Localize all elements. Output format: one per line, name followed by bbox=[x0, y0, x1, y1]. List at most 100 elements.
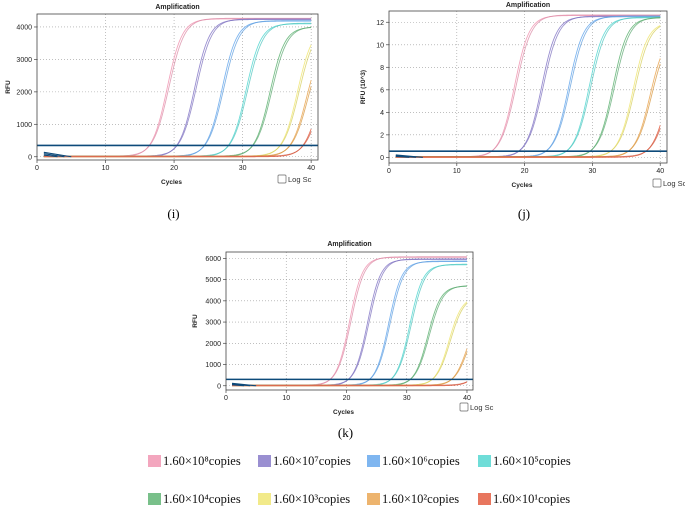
legend-label: 1.60×10²copies bbox=[382, 492, 459, 506]
curve-5 bbox=[232, 285, 468, 387]
chart-panel-1: 0 10 20 30 40 0 1000 2000 3000 4000 Amplification C… bbox=[5, 4, 319, 221]
legend-item: 1.60×10⁶copies bbox=[367, 454, 460, 468]
x-tick-label: 30 bbox=[239, 165, 247, 172]
x-tick-label: 20 bbox=[343, 395, 351, 402]
curve-8-replicate bbox=[395, 128, 661, 158]
chart-panel-3: 0 10 20 30 40 0 1000 2000 3000 4000 5000 6000 Amplif… bbox=[192, 241, 494, 440]
log-scale-checkbox[interactable] bbox=[459, 402, 469, 412]
curve-7-replicate bbox=[395, 63, 661, 158]
y-tick-label: 1000 bbox=[205, 362, 221, 369]
x-tick-label: 40 bbox=[307, 165, 315, 172]
y-tick-label: 6000 bbox=[205, 256, 221, 263]
log-scale-checkbox[interactable] bbox=[277, 174, 287, 184]
legend-item: 1.60×10⁴copies bbox=[148, 492, 241, 506]
chart-panel-2: 0 10 20 30 40 0 2 4 6 8 10 12 Amplification Cycles RFU… bbox=[359, 2, 685, 221]
legend-label: 1.60×10⁸copies bbox=[163, 454, 241, 468]
legend-label: 1.60×10¹copies bbox=[493, 492, 570, 506]
legend-item: 1.60×10¹copies bbox=[478, 492, 570, 506]
plot-frame bbox=[388, 10, 668, 164]
y-tick-label: 6 bbox=[380, 87, 384, 94]
chart-title: Amplification bbox=[506, 2, 550, 9]
baseline-trace bbox=[231, 384, 245, 387]
curve-8 bbox=[43, 128, 312, 158]
plot-frame bbox=[225, 251, 474, 391]
log-scale-label: Log Sc bbox=[470, 403, 494, 412]
legend-swatch bbox=[367, 493, 380, 505]
y-tick-label: 3000 bbox=[205, 320, 221, 327]
curve-7 bbox=[395, 58, 661, 158]
log-scale-label: Log Sc bbox=[663, 179, 685, 188]
baseline-trace bbox=[43, 153, 65, 158]
y-axis-label: RFU bbox=[192, 314, 199, 328]
y-tick-label: 0 bbox=[217, 383, 221, 390]
panel-label: (i) bbox=[167, 206, 179, 221]
y-tick-label: 2000 bbox=[205, 341, 221, 348]
legend-swatch bbox=[478, 493, 491, 505]
legend-label: 1.60×10³copies bbox=[273, 492, 350, 506]
baseline-trace bbox=[395, 155, 417, 158]
y-tick-label: 0 bbox=[380, 155, 384, 162]
y-tick-label: 1000 bbox=[16, 122, 32, 129]
curve-8-replicate bbox=[43, 131, 312, 157]
x-tick-label: 10 bbox=[282, 395, 290, 402]
legend-item: 1.60×10²copies bbox=[367, 492, 459, 506]
x-tick-label: 0 bbox=[35, 165, 39, 172]
legend-label: 1.60×10⁷copies bbox=[273, 454, 351, 468]
log-scale-label: Log Sc bbox=[288, 175, 312, 184]
baseline-trace bbox=[231, 383, 251, 387]
baseline-trace bbox=[231, 382, 257, 387]
chart-title: Amplification bbox=[327, 241, 371, 248]
x-tick-label: 20 bbox=[170, 165, 178, 172]
curve-4-replicate bbox=[232, 263, 467, 386]
legend-label: 1.60×10⁵copies bbox=[493, 454, 571, 468]
x-tick-label: 40 bbox=[656, 168, 664, 175]
x-tick-label: 30 bbox=[589, 168, 597, 175]
curve-4 bbox=[43, 23, 312, 158]
legend-swatch bbox=[258, 493, 271, 505]
baseline-trace bbox=[395, 155, 410, 158]
x-axis-label: Cycles bbox=[161, 179, 182, 186]
legend-swatch bbox=[478, 455, 491, 467]
y-tick-label: 12 bbox=[376, 20, 384, 27]
chart-title: Amplification bbox=[155, 4, 199, 11]
legend-swatch bbox=[148, 493, 161, 505]
curve-6-replicate bbox=[43, 49, 312, 157]
y-tick-label: 4000 bbox=[205, 298, 221, 305]
y-tick-label: 2 bbox=[380, 132, 384, 139]
y-axis-label: RFU (10^3) bbox=[359, 70, 367, 104]
legend-label: 1.60×10⁴copies bbox=[163, 492, 241, 506]
y-tick-label: 2000 bbox=[16, 89, 32, 96]
y-axis-label: RFU bbox=[5, 80, 12, 94]
plot-frame bbox=[36, 13, 319, 161]
baseline-trace bbox=[395, 154, 423, 158]
legend-item: 1.60×10⁸copies bbox=[148, 454, 241, 468]
baseline-trace bbox=[43, 154, 58, 158]
baseline-trace bbox=[43, 151, 72, 158]
log-scale-checkbox[interactable] bbox=[652, 178, 662, 188]
legend-item: 1.60×10⁷copies bbox=[258, 454, 351, 468]
y-tick-label: 10 bbox=[376, 42, 384, 49]
curve-6 bbox=[232, 301, 468, 387]
panel-label: (k) bbox=[338, 425, 353, 440]
curve-4-replicate bbox=[43, 22, 312, 157]
curve-6 bbox=[43, 44, 312, 158]
legend-swatch bbox=[258, 455, 271, 467]
curve-8-replicate bbox=[232, 381, 468, 386]
y-tick-label: 4 bbox=[380, 110, 384, 117]
x-tick-label: 0 bbox=[387, 168, 391, 175]
x-tick-label: 20 bbox=[521, 168, 529, 175]
x-axis-label: Cycles bbox=[333, 409, 354, 416]
x-tick-label: 10 bbox=[453, 168, 461, 175]
legend-item: 1.60×10⁵copies bbox=[478, 454, 571, 468]
x-tick-label: 40 bbox=[463, 395, 471, 402]
x-tick-label: 10 bbox=[102, 165, 110, 172]
legend: 1.60×10⁸copies 1.60×10⁷copies 1.60×10⁶copi… bbox=[148, 454, 571, 506]
legend-item: 1.60×10³copies bbox=[258, 492, 350, 506]
y-tick-label: 5000 bbox=[205, 277, 221, 284]
x-tick-label: 0 bbox=[224, 395, 228, 402]
curve-8 bbox=[395, 125, 661, 158]
legend-label: 1.60×10⁶copies bbox=[382, 454, 460, 468]
x-axis-label: Cycles bbox=[512, 182, 533, 189]
legend-swatch bbox=[148, 455, 161, 467]
